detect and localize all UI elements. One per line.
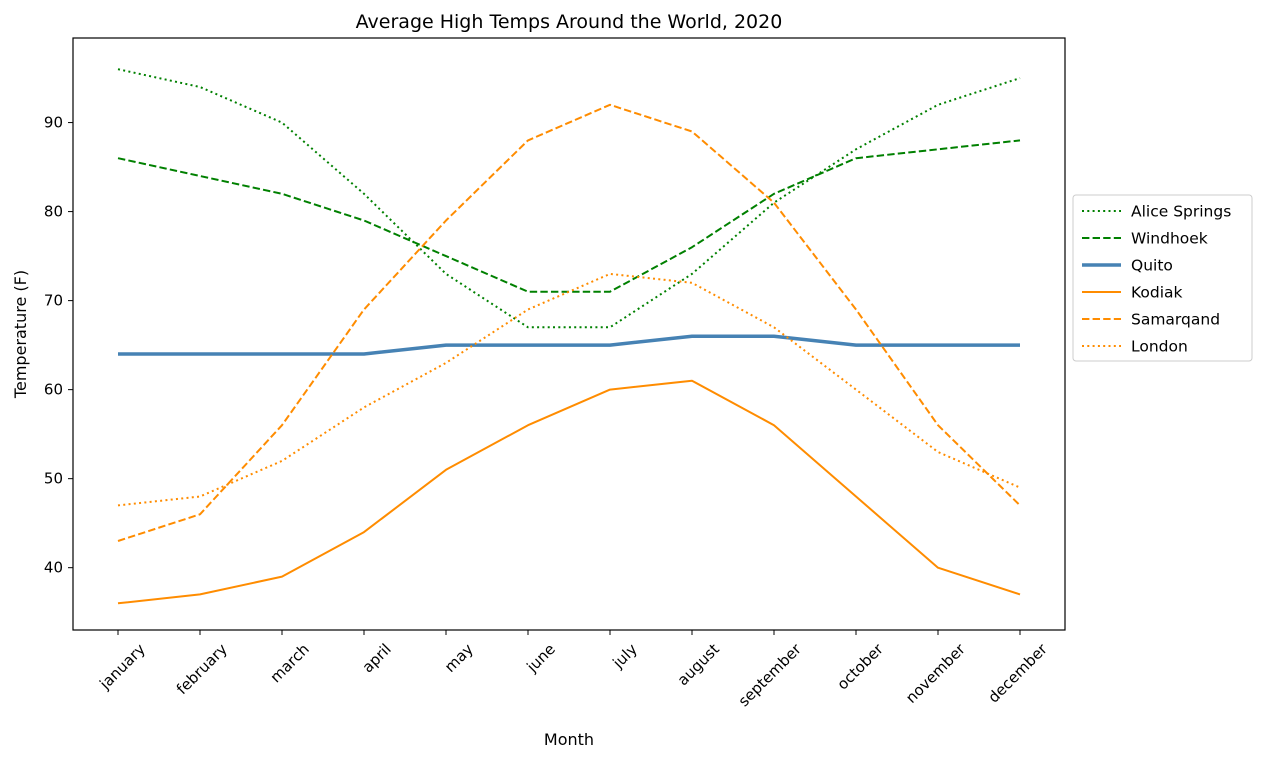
x-tick-label: december	[985, 640, 1052, 707]
y-axis-label: Temperature (F)	[11, 270, 30, 399]
x-tick-label: march	[267, 640, 313, 686]
series-line-london	[117, 272, 1021, 507]
x-tick-label: april	[359, 640, 395, 676]
x-tick-label: august	[674, 640, 723, 689]
legend-label: Alice Springs	[1131, 203, 1231, 221]
y-tick-label: 40	[44, 559, 63, 577]
legend: Alice Springs Windhoek Quito Kodiak Samarqan…	[1072, 194, 1253, 362]
series-line-windhoek	[117, 139, 1021, 293]
x-tick-label: june	[522, 640, 558, 676]
y-tick-label: 60	[44, 381, 63, 399]
axes-frame	[72, 37, 1066, 631]
y-tick-label: 80	[44, 203, 63, 221]
plot-area: 40 50 60 70 80 90 january february march april may…	[44, 37, 1066, 711]
x-tick-label: september	[735, 640, 806, 711]
x-tick-label: november	[902, 640, 969, 707]
y-tick-label: 90	[44, 114, 63, 132]
series-line-kodiak	[117, 379, 1021, 605]
x-tick-label: july	[609, 640, 641, 672]
chart-title: Average High Temps Around the World, 202…	[356, 11, 783, 33]
legend-label: Windhoek	[1131, 230, 1208, 248]
series-line-alice-springs	[117, 68, 1021, 329]
x-tick-label: may	[441, 640, 477, 676]
series-line-samarqand	[117, 103, 1021, 542]
x-tick-label: january	[95, 640, 149, 694]
x-axis-label: Month	[544, 730, 594, 749]
legend-label: London	[1131, 338, 1188, 356]
y-tick-label: 70	[44, 292, 63, 310]
legend-label: Samarqand	[1131, 311, 1220, 329]
x-tick-label: february	[173, 640, 231, 698]
x-tick-label: october	[834, 640, 888, 694]
y-tick-label: 50	[44, 470, 63, 488]
legend-label: Kodiak	[1131, 284, 1183, 302]
series-line-quito	[118, 334, 1020, 356]
legend-label: Quito	[1131, 257, 1173, 275]
